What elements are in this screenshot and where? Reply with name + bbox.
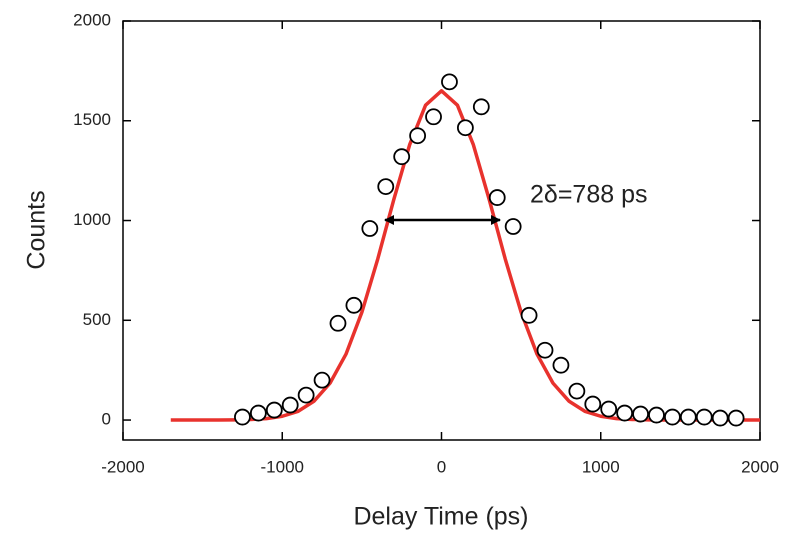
data-point — [409, 127, 427, 145]
data-point — [664, 408, 681, 426]
data-point — [584, 395, 602, 413]
data-point — [488, 189, 506, 206]
data-point — [377, 178, 395, 196]
data-point — [472, 98, 490, 116]
data-point — [552, 356, 570, 374]
data-point — [441, 73, 458, 91]
data-point — [648, 406, 665, 424]
data-point — [504, 218, 522, 235]
data-point — [679, 408, 697, 426]
data-point — [313, 371, 331, 389]
data-point — [265, 401, 283, 419]
data-point — [632, 405, 649, 423]
data-point — [329, 314, 347, 332]
data-point — [234, 408, 251, 426]
data-point — [568, 382, 586, 400]
data-point — [536, 341, 554, 359]
x-axis-title: Delay Time (ps) — [353, 503, 528, 531]
x-tick-label: 2000 — [741, 457, 779, 476]
y-tick-label: 2000 — [73, 10, 111, 29]
data-point — [393, 148, 411, 166]
data-point — [727, 409, 745, 427]
fit-line — [170, 89, 760, 422]
data-point — [345, 296, 363, 314]
annotation: 2δ=788 ps — [530, 181, 647, 209]
x-tick-label: -1000 — [261, 457, 304, 476]
x-tick-label: 1000 — [582, 457, 620, 476]
y-tick-label: 1500 — [73, 110, 111, 129]
data-point — [249, 404, 267, 422]
data-point — [695, 408, 713, 426]
x-tick-label: -2000 — [101, 457, 144, 476]
data-point — [711, 409, 729, 427]
y-tick-label: 0 — [102, 410, 111, 429]
data-point — [425, 108, 442, 126]
data-point — [520, 306, 538, 324]
y-tick-label: 1000 — [73, 210, 111, 229]
data-point — [281, 396, 299, 414]
data-point — [361, 220, 379, 237]
data-point — [616, 404, 634, 422]
data-point — [297, 386, 315, 404]
y-tick-label: 500 — [83, 310, 111, 329]
data-point — [600, 400, 618, 418]
x-tick-label: 0 — [437, 457, 446, 476]
data-point — [456, 119, 474, 137]
y-axis-title: Counts — [23, 190, 51, 269]
